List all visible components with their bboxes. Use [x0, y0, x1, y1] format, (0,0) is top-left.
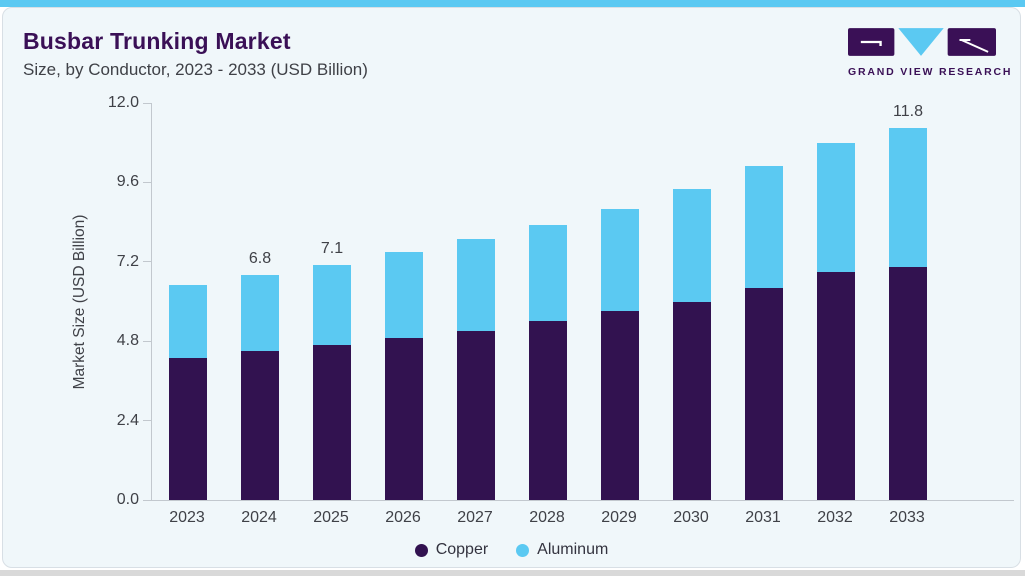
bar-segment-copper-2033 [889, 266, 927, 500]
bar-2033: 11.8 [872, 103, 944, 500]
x-axis-labels: 2023 2024 2025 2026 2027 2028 2029 2030 2031 2032… [151, 509, 943, 527]
bar-segment-aluminum-2023 [169, 284, 207, 358]
top-accent-strip [0, 0, 1025, 7]
x-tick-label-2027: 2027 [457, 509, 493, 526]
bar-2025: 7.1 [296, 103, 368, 500]
y-tick-label-0.0: 0.0 [116, 491, 139, 508]
x-tick-label-2032: 2032 [817, 509, 853, 526]
bar-segment-copper-2026 [385, 337, 423, 500]
aluminum-legend-dot-icon [516, 543, 530, 557]
x-tick-label-2025: 2025 [313, 509, 349, 526]
x-tick-label-2024: 2024 [241, 509, 277, 526]
bar-segment-copper-2028 [529, 321, 567, 500]
copper-legend-dot-icon [414, 543, 428, 557]
legend-item-aluminum: Aluminum [516, 541, 608, 559]
x-tick-label-2029: 2029 [601, 509, 637, 526]
bar-segment-aluminum-2024 [241, 275, 279, 352]
x-tick-label-2030: 2030 [673, 509, 709, 526]
bar-segment-aluminum-2027 [457, 238, 495, 332]
bar-2027 [440, 103, 512, 500]
y-tick-mark [143, 261, 151, 263]
bar-2032 [800, 103, 872, 500]
bar-segment-aluminum-2033 [889, 128, 927, 267]
bar-segment-aluminum-2028 [529, 225, 567, 322]
y-tick-mark [143, 340, 151, 342]
bar-segment-aluminum-2031 [745, 165, 783, 289]
bar-segment-aluminum-2030 [673, 189, 711, 302]
x-tick-label-2028: 2028 [529, 509, 565, 526]
bars-row: 6.8 7.1 11.8 [152, 103, 944, 500]
bar-segment-copper-2029 [601, 311, 639, 500]
bar-segment-aluminum-2029 [601, 208, 639, 312]
bar-segment-aluminum-2025 [313, 265, 351, 345]
bar-2028 [512, 103, 584, 500]
y-tick-label-2.4: 2.4 [116, 411, 139, 429]
gvr-logo: GRAND VIEW RESEARCH [848, 26, 1013, 78]
x-tick-label-2033: 2033 [889, 509, 925, 526]
bar-2030 [656, 103, 728, 500]
bar-segment-copper-2030 [673, 301, 711, 500]
bar-segment-copper-2032 [817, 271, 855, 500]
chart-plot-area: Market Size (USD Billion) 12.0 9.6 7.2 4.8 2… [71, 94, 1014, 508]
y-tick-label-7.2: 7.2 [116, 252, 139, 270]
chart-card: Busbar Trunking Market Size, by Conducto… [2, 7, 1021, 568]
x-tick-label-2026: 2026 [385, 509, 421, 526]
bar-total-label-2024: 6.8 [248, 250, 272, 268]
bar-2026 [368, 103, 440, 500]
legend-label-aluminum: Aluminum [537, 541, 609, 558]
bar-2024: 6.8 [224, 103, 296, 500]
bar-segment-copper-2023 [169, 357, 207, 500]
legend-item-copper: Copper [414, 541, 489, 559]
y-tick-mark [143, 102, 151, 104]
bar-segment-aluminum-2032 [817, 142, 855, 272]
bar-2031 [728, 103, 800, 500]
bar-segment-aluminum-2026 [385, 251, 423, 338]
page-subtitle: Size, by Conductor, 2023 - 2033 (USD Bil… [23, 60, 368, 79]
bar-segment-copper-2025 [313, 344, 351, 500]
y-tick-label-4.8: 4.8 [116, 332, 139, 350]
y-tick-label-9.6: 9.6 [116, 173, 139, 191]
y-tick-mark [143, 181, 151, 183]
bar-segment-copper-2031 [745, 288, 783, 500]
bar-2023 [152, 103, 224, 500]
page-title: Busbar Trunking Market [23, 28, 291, 54]
bar-total-label-2025: 7.1 [320, 240, 344, 258]
legend-label-copper: Copper [435, 541, 489, 558]
x-tick-label-2031: 2031 [745, 509, 781, 526]
gvr-logo-text: GRAND VIEW RESEARCH [848, 66, 1013, 78]
bar-segment-copper-2027 [457, 331, 495, 500]
chart-legend: Copper Aluminum [3, 541, 1020, 559]
bar-total-label-2033: 11.8 [893, 103, 923, 120]
bar-segment-copper-2024 [241, 351, 279, 500]
gvr-logo-mark [848, 28, 996, 56]
bar-2029 [584, 103, 656, 500]
y-tick-label-12.0: 12.0 [107, 94, 139, 111]
x-tick-label-2023: 2023 [169, 509, 205, 526]
y-tick-mark [143, 420, 151, 422]
bottom-edge-strip [0, 570, 1025, 576]
y-axis-title: Market Size (USD Billion) [71, 214, 88, 389]
y-tick-mark [143, 499, 151, 501]
